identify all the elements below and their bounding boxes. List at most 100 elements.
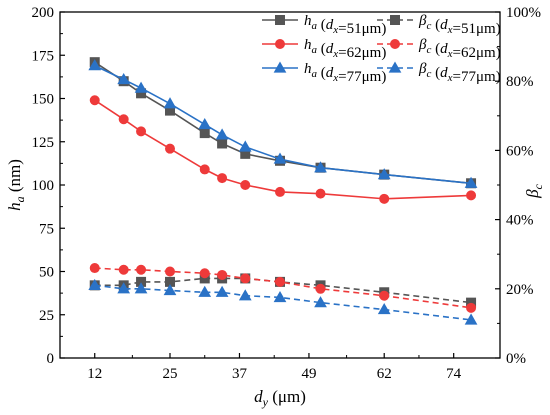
legend-label: ha (dx=51μm)	[304, 13, 386, 37]
legend-var: β	[418, 61, 427, 77]
legend-vsub: c	[426, 68, 431, 80]
x-tick-label: 12	[87, 366, 102, 382]
legend-csub: x	[447, 72, 453, 84]
y-left-tick-label: 25	[39, 308, 54, 324]
legend-entry-3: ha (dx=77μm)	[262, 61, 386, 85]
legend: ha (dx=51μm)ha (dx=62μm)ha (dx=77μm)βc (…	[262, 13, 501, 85]
y-right-tick-label: 80%	[506, 74, 534, 90]
axis-titles: dy (μm) ha (nm) βc	[5, 159, 545, 409]
legend-var: h	[304, 13, 312, 29]
series-5	[89, 263, 477, 313]
y-right-axis-title-main: β	[523, 189, 542, 199]
x-tick-label: 25	[163, 366, 178, 382]
series-line	[94, 284, 472, 321]
series-line	[94, 99, 472, 200]
data-point	[199, 268, 210, 279]
data-point	[118, 114, 129, 125]
x-tick-label: 49	[301, 366, 316, 382]
legend-cond: d	[326, 65, 334, 81]
x-tick-label: 62	[377, 366, 392, 382]
legend-csub: x	[332, 24, 338, 36]
legend-entry-4: βc (dx=51μm)	[377, 13, 501, 37]
data-point	[275, 276, 285, 287]
data-point	[134, 282, 148, 294]
legend-val: =77μm	[338, 69, 382, 85]
data-point	[136, 126, 147, 137]
legend-label: ha (dx=62μm)	[304, 37, 386, 61]
data-point	[199, 164, 210, 175]
legend-cond: d	[440, 65, 448, 81]
y-right-axis-title-sub: c	[531, 183, 545, 189]
data-point	[240, 180, 251, 190]
x-axis-title-unit: (μm)	[268, 387, 306, 406]
legend-paren: )	[381, 21, 386, 37]
x-tick-label: 74	[446, 366, 462, 382]
legend-val: =62μm	[453, 45, 497, 61]
ticks-layer: 0 25 50 75 100 125 150 175 200 0% 20% 40% 60% 80% 100%…	[32, 5, 542, 382]
y-right-tick-label: 100%	[506, 5, 541, 21]
data-point	[315, 283, 326, 294]
data-point	[198, 117, 212, 130]
legend-paren: (	[431, 41, 440, 57]
data-point	[466, 190, 477, 201]
legend-paren: (	[317, 17, 326, 33]
legend-paren: (	[431, 17, 440, 33]
legend-marker	[388, 61, 402, 73]
legend-paren: )	[381, 45, 386, 61]
legend-vsub: a	[312, 68, 318, 80]
legend-entry-2: ha (dx=62μm)	[262, 37, 386, 61]
legend-marker	[275, 39, 285, 49]
legend-vsub: a	[312, 44, 318, 56]
series-2	[89, 95, 477, 204]
legend-label: ha (dx=77μm)	[304, 61, 386, 85]
legend-csub: x	[332, 48, 338, 60]
series-1	[89, 57, 477, 189]
x-axis-title-main: d	[254, 387, 263, 406]
data-point	[217, 138, 228, 149]
data-point	[314, 296, 327, 308]
y-left-tick-label: 100	[32, 178, 55, 194]
legend-marker	[275, 15, 285, 25]
legend-marker	[273, 61, 287, 73]
data-point	[215, 128, 229, 140]
data-point	[464, 176, 478, 188]
x-axis-title: dy (μm)	[254, 387, 306, 409]
data-point	[117, 282, 131, 294]
y-right-tick-label: 60%	[506, 143, 534, 159]
legend-cond: d	[326, 41, 334, 57]
legend-val: =77μm	[453, 69, 497, 85]
data-point	[215, 285, 229, 297]
y-left-axis-title-main: h	[5, 202, 24, 211]
legend-paren: )	[496, 45, 501, 61]
data-point	[198, 285, 212, 297]
series-line	[94, 267, 472, 309]
data-point	[379, 290, 390, 301]
data-point	[165, 266, 175, 277]
legend-marker	[390, 15, 400, 25]
data-point	[89, 95, 100, 106]
data-point	[118, 264, 129, 275]
legend-marker	[390, 39, 400, 49]
legend-label: βc (dx=51μm)	[418, 13, 501, 37]
data-point	[275, 186, 285, 197]
legend-entry-1: ha (dx=51μm)	[262, 13, 386, 37]
legend-val: =62μm	[338, 45, 382, 61]
legend-paren: )	[496, 69, 501, 85]
data-point	[273, 290, 287, 303]
data-point	[88, 278, 102, 290]
x-axis-title-sub: y	[262, 395, 269, 409]
legend-paren: (	[317, 65, 326, 81]
y-left-axis-title-unit: (nm)	[5, 159, 24, 196]
legend-val: =51μm	[453, 21, 497, 37]
legend-var: β	[418, 37, 427, 53]
data-point	[163, 284, 177, 296]
legend-csub: x	[447, 24, 453, 36]
legend-var: h	[304, 61, 312, 77]
series-6	[88, 278, 478, 325]
y-left-tick-label: 175	[32, 48, 55, 64]
data-point	[273, 152, 287, 164]
data-point	[240, 273, 251, 284]
data-point	[464, 313, 478, 325]
data-point	[377, 168, 391, 180]
